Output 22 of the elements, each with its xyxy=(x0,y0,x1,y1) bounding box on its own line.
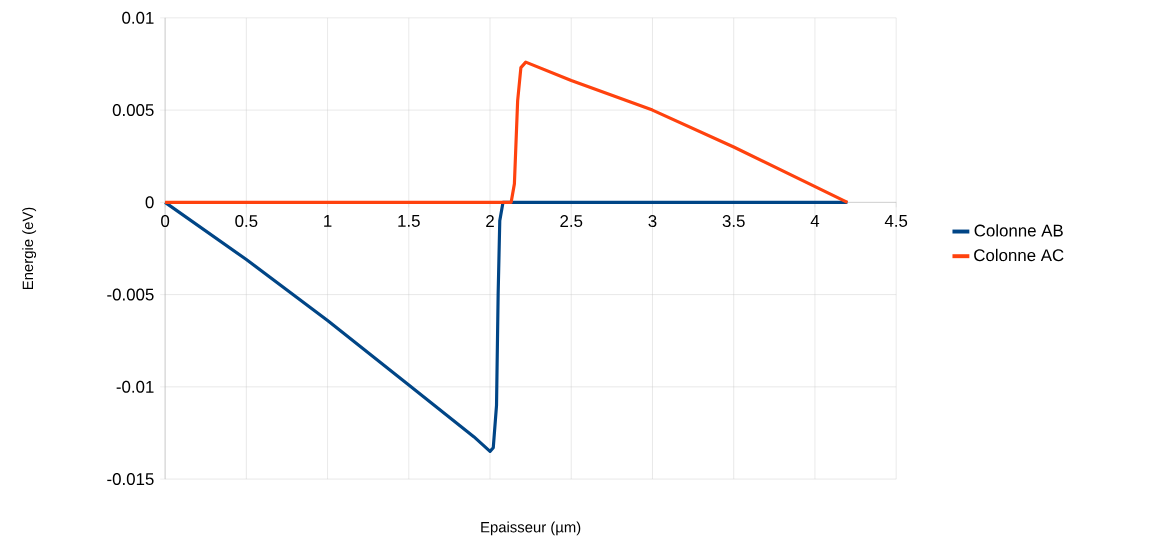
x-tick-label: 3 xyxy=(648,215,657,228)
y-tick-label: 0.01 xyxy=(122,12,154,25)
x-tick-label: 4 xyxy=(810,215,820,227)
x-tick-label: 2 xyxy=(486,215,494,228)
x-tick-label: 1.5 xyxy=(398,215,420,228)
y-tick-label: 0 xyxy=(145,196,154,209)
y-tick-label: -0.01 xyxy=(116,381,154,394)
legend-label: Colonne AC xyxy=(974,249,1064,262)
y-axis-title: Energie (eV) xyxy=(22,207,37,290)
y-tick-label: -0.015 xyxy=(107,473,154,486)
x-tick-label: 3.5 xyxy=(722,215,745,228)
line-series xyxy=(163,60,849,205)
x-tick-label: 4.5 xyxy=(884,215,908,228)
x-tick-label: 1 xyxy=(324,215,332,227)
x-axis-title: Epaisseur (µm) xyxy=(481,521,581,536)
x-tick-label: 0 xyxy=(161,215,170,228)
line-series xyxy=(163,201,849,454)
legend-label: Colonne AB xyxy=(974,224,1063,237)
y-tick-label: -0.005 xyxy=(107,288,154,301)
x-tick-label: 2.5 xyxy=(560,215,583,228)
y-tick-label: 0.005 xyxy=(112,104,154,117)
x-tick-label: 0.5 xyxy=(235,215,258,228)
